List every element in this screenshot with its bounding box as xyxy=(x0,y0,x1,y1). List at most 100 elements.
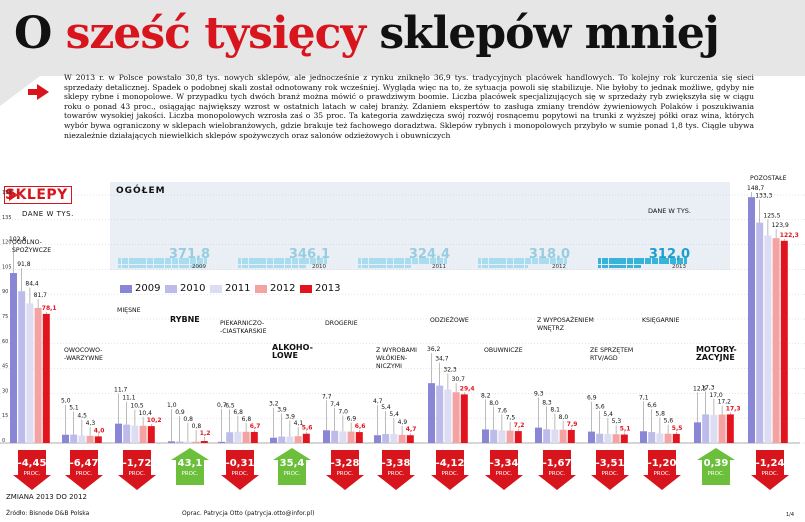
value-label: 5,1 xyxy=(620,426,631,433)
ogolem-title: OGÓŁEM xyxy=(116,186,166,196)
value-label: 125,5 xyxy=(763,213,780,220)
value-label: 6,5 xyxy=(225,402,235,409)
bar xyxy=(710,414,718,443)
value-label: 10,5 xyxy=(130,403,144,410)
intro-arrow-bar xyxy=(28,89,38,95)
change-unit: PROC. xyxy=(75,471,92,477)
ogolem-dot-grid xyxy=(118,257,208,268)
legend-swatch xyxy=(120,284,132,293)
bar xyxy=(694,422,701,443)
change-arrow-down-icon xyxy=(591,450,629,490)
ogolem-unit: DANE W TYS. xyxy=(648,207,691,215)
bar xyxy=(398,434,406,443)
author-text: Oprac. Patrycja Otto (patrycja.otto@info… xyxy=(182,510,315,517)
title-part-b: sześć tysięcy xyxy=(65,8,366,59)
value-label: 9,3 xyxy=(534,391,544,398)
change-arrow-down-icon xyxy=(643,450,681,490)
bar xyxy=(506,430,514,443)
bar xyxy=(640,431,647,443)
legend-item-2009: 2009 xyxy=(120,283,160,294)
value-label: 11,1 xyxy=(122,395,136,402)
value-label: 133,3 xyxy=(755,193,772,200)
axis-tick-label: 105 xyxy=(2,264,12,270)
bar xyxy=(648,432,656,443)
axis-tick-label: 90 xyxy=(2,289,8,295)
change-unit: PROC. xyxy=(548,471,565,477)
bar xyxy=(567,429,575,443)
change-value: -3,51 xyxy=(596,458,625,469)
value-label: 7,6 xyxy=(497,407,507,414)
value-label: 122,3 xyxy=(780,232,799,239)
change-value: 0,39 xyxy=(704,458,729,469)
value-label: 5,4 xyxy=(603,411,613,418)
bar xyxy=(347,431,355,443)
value-label: 12,5 xyxy=(693,385,707,392)
bar xyxy=(656,433,664,443)
change-arrow-down-icon xyxy=(13,450,51,490)
bar xyxy=(242,431,250,443)
change-value: -1,20 xyxy=(648,458,677,469)
legend-item-2012: 2012 xyxy=(255,283,295,294)
category-label: OBUWNICZE xyxy=(484,347,523,354)
ogolem-value: 346,1 xyxy=(288,247,330,262)
change-arrow-up-icon xyxy=(697,448,735,485)
value-label: 5,8 xyxy=(655,410,665,417)
value-label: 34,7 xyxy=(435,356,449,363)
value-label: 5,1 xyxy=(69,405,79,412)
value-label: 8,3 xyxy=(542,399,552,406)
bar xyxy=(302,433,310,443)
ogolem-dot-grid xyxy=(598,257,688,268)
category-label: MOTORY- xyxy=(696,345,737,354)
value-label: 6,9 xyxy=(587,395,597,402)
bar xyxy=(355,432,363,443)
axis-tick-label: 135 xyxy=(2,215,12,221)
bar xyxy=(514,431,522,443)
bar xyxy=(10,273,17,443)
value-label: 1,2 xyxy=(200,430,211,437)
title-part-a: O xyxy=(14,8,66,59)
change-value: -4,45 xyxy=(18,458,47,469)
change-value: -3,34 xyxy=(490,458,519,469)
legend-label: 2011 xyxy=(225,283,251,294)
legend-item-2013: 2013 xyxy=(300,283,340,294)
value-label: 6,8 xyxy=(242,416,252,423)
bar xyxy=(184,441,192,443)
intro-arrow-icon xyxy=(37,84,49,100)
axis-tick-label: 45 xyxy=(2,364,8,370)
value-label: 7,0 xyxy=(338,408,348,415)
category-label: NICZYMI xyxy=(376,363,402,370)
value-label: 30,7 xyxy=(452,376,466,383)
value-label: 3,9 xyxy=(285,414,295,421)
bar xyxy=(672,433,680,443)
legend-label: 2009 xyxy=(135,283,161,294)
value-label: 4,7 xyxy=(406,426,417,433)
category-label: WŁÓKIEN- xyxy=(376,353,407,362)
value-label: 32,3 xyxy=(443,367,457,374)
bar xyxy=(664,433,672,443)
bar xyxy=(94,436,102,443)
value-label: 4,9 xyxy=(398,419,408,426)
change-unit: PROC. xyxy=(23,471,40,477)
bar xyxy=(490,429,498,443)
ogolem-panel xyxy=(110,182,730,270)
change-arrow-down-icon xyxy=(65,450,103,490)
value-label: 78,1 xyxy=(42,305,57,312)
value-label: 8,0 xyxy=(559,414,569,421)
axis-tick-label: 60 xyxy=(2,339,8,345)
change-arrow-up-icon xyxy=(171,448,209,485)
category-label: Z WYPOSAŻENIEM xyxy=(537,315,594,324)
bar xyxy=(34,307,42,443)
value-label: 8,2 xyxy=(481,392,491,399)
bar xyxy=(62,434,69,443)
change-value: -6,47 xyxy=(70,458,99,469)
bar xyxy=(286,436,294,443)
ogolem-dot-grid xyxy=(478,257,568,268)
bar xyxy=(482,429,489,443)
value-label: 4,0 xyxy=(94,427,105,434)
value-label: 11,7 xyxy=(114,387,128,394)
axis-tick-label: 120 xyxy=(2,240,12,246)
header-band xyxy=(0,0,805,76)
axis-tick-label: 0 xyxy=(2,438,5,444)
ogolem-year: 2009 xyxy=(192,264,206,270)
